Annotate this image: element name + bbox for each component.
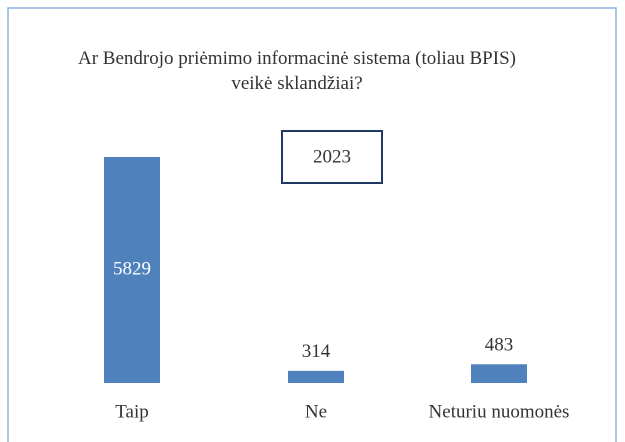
data-label: 314 [302, 341, 331, 362]
annotation: 2023 [313, 146, 351, 167]
x-tick-label: Ne [305, 401, 327, 422]
x-tick-label: Neturiu nuomonės [429, 401, 570, 422]
chart-border [7, 7, 617, 442]
x-tick-label: Taip [115, 401, 149, 422]
bar [288, 370, 344, 383]
data-label: 483 [485, 335, 514, 356]
chart-title: Ar Bendrojo priėmimo informacinė sistema… [78, 48, 516, 94]
bar [104, 157, 160, 383]
data-label: 5829 [113, 258, 151, 279]
bar [471, 364, 527, 383]
annotation-box [281, 130, 383, 184]
